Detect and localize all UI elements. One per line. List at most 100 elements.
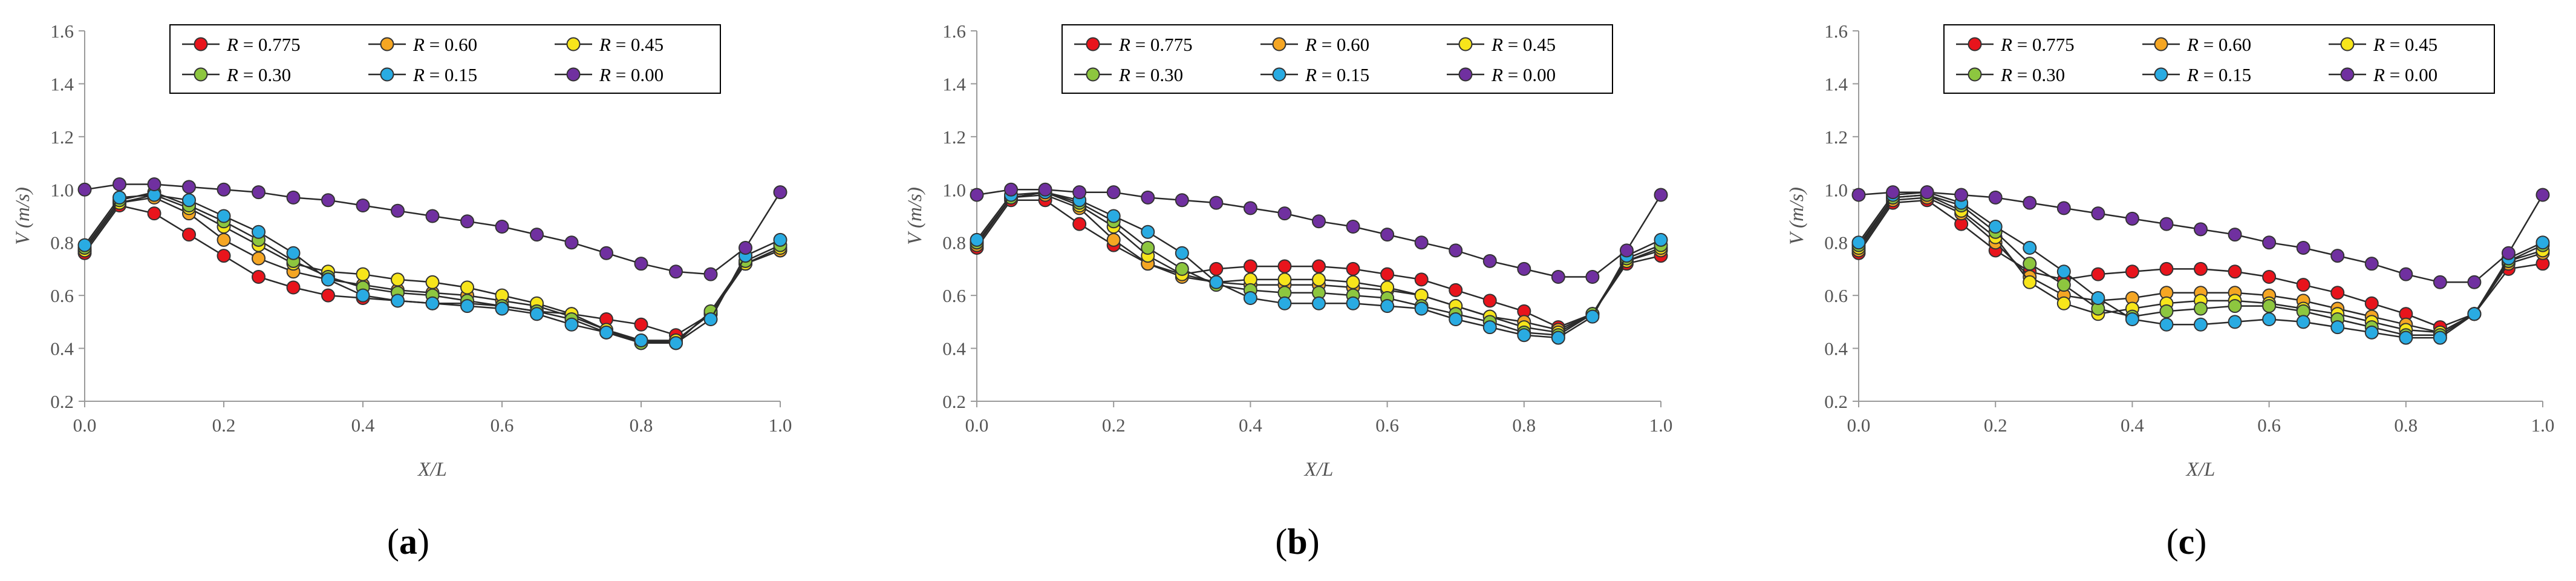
data-point: [1175, 246, 1189, 260]
data-point: [1346, 261, 1360, 276]
data-point: [2056, 278, 2071, 292]
data-point: [2125, 312, 2139, 326]
data-point: [1988, 190, 2003, 205]
data-point: [2535, 235, 2550, 250]
y-tick-label: 1.4: [1824, 73, 1848, 94]
legend-label: R = 0.775: [2000, 34, 2075, 55]
data-point: [2399, 267, 2413, 281]
data-point: [321, 288, 335, 303]
data-point: [1072, 217, 1087, 231]
data-point: [1072, 185, 1087, 200]
y-tick-label: 1.0: [1824, 179, 1848, 200]
data-point: [564, 235, 579, 250]
y-tick-label: 1.2: [50, 126, 74, 148]
data-point: [2433, 330, 2447, 345]
legend-item: R = 0.45: [555, 34, 664, 55]
data-point: [112, 177, 126, 192]
data-point: [1619, 243, 1634, 258]
data-point: [1209, 275, 1224, 289]
legend-label: R = 0.45: [1491, 34, 1556, 55]
data-point: [1312, 259, 1326, 274]
y-tick-label: 0.4: [1824, 338, 1848, 359]
data-point: [1551, 330, 1565, 345]
data-point: [2330, 320, 2345, 335]
data-point: [182, 228, 196, 242]
data-point: [182, 180, 196, 194]
legend-item: R = 0.30: [1956, 64, 2065, 85]
legend-item: R = 0.60: [1260, 34, 1369, 55]
legend-label: R = 0.00: [1491, 64, 1556, 85]
data-point: [2091, 206, 2105, 221]
data-point: [2159, 217, 2174, 231]
legend-item: R = 0.775: [1074, 34, 1193, 55]
data-point: [252, 225, 266, 239]
y-tick-label: 1.0: [50, 179, 74, 200]
data-point: [2056, 264, 2071, 279]
data-point: [1517, 261, 1531, 276]
data-point: [391, 203, 405, 218]
data-point: [1517, 328, 1531, 343]
data-point: [321, 272, 335, 287]
y-tick-label: 0.2: [50, 391, 74, 412]
legend-value: = 0.775: [2012, 34, 2075, 55]
data-point: [2262, 299, 2277, 313]
legend-item: R = 0.30: [1074, 64, 1183, 85]
data-point: [1482, 294, 1497, 308]
data-point: [356, 199, 370, 213]
data-point: [2296, 278, 2310, 292]
legend: R = 0.775 R = 0.60 R = 0.45R = 0.30 R = 0.1…: [1061, 24, 1613, 94]
data-point: [1243, 291, 1257, 306]
data-point: [356, 267, 370, 281]
legend-label: R = 0.60: [412, 34, 477, 55]
data-point: [2159, 304, 2174, 318]
legend-value: = 0.00: [1503, 64, 1556, 85]
data-point: [1654, 188, 1668, 202]
x-tick-label: 1.0: [2531, 415, 2555, 436]
data-point: [1449, 283, 1463, 297]
data-point: [1312, 272, 1326, 287]
data-point: [1243, 201, 1257, 215]
legend-label: R = 0.30: [2000, 64, 2065, 85]
data-point: [1141, 240, 1155, 255]
data-point: [2056, 201, 2071, 215]
x-axis-title: X/L: [2185, 459, 2216, 481]
legend-item: R = 0.45: [2329, 34, 2437, 55]
data-point: [2364, 296, 2379, 310]
data-point: [2194, 222, 2208, 237]
data-point: [773, 232, 787, 247]
legend-var: R: [1118, 64, 1130, 85]
data-point: [391, 272, 405, 287]
y-tick-label: 1.2: [1824, 126, 1848, 148]
legend-item: R = 0.15: [368, 64, 477, 85]
data-point: [2228, 299, 2242, 313]
legend-marker: [1086, 67, 1100, 82]
legend-box: [1061, 24, 1613, 94]
data-point: [460, 299, 474, 313]
data-point: [1346, 296, 1360, 310]
x-tick-label: 0.4: [2121, 415, 2144, 436]
data-point: [2125, 211, 2139, 226]
legend-value: = 0.45: [2385, 34, 2437, 55]
legend-value: = 0.30: [1130, 64, 1183, 85]
data-point: [634, 333, 648, 347]
legend-marker: [1458, 37, 1473, 51]
data-point: [599, 325, 613, 340]
legend: R = 0.775 R = 0.60 R = 0.45R = 0.30 R = 0.1…: [169, 24, 721, 94]
x-tick-label: 0.2: [212, 415, 236, 436]
data-point: [2091, 267, 2105, 281]
data-point: [1851, 235, 1866, 250]
data-point: [634, 257, 648, 271]
data-point: [1380, 267, 1395, 281]
data-point: [2159, 261, 2174, 276]
data-point: [321, 193, 335, 208]
data-point: [77, 238, 92, 252]
data-point: [703, 312, 718, 326]
data-point: [2194, 261, 2208, 276]
data-point: [147, 177, 161, 192]
data-point: [1954, 188, 1969, 202]
legend-label: R = 0.60: [2186, 34, 2251, 55]
data-point: [2023, 275, 2037, 289]
legend-value: = 0.775: [1130, 34, 1193, 55]
legend-label: R = 0.00: [599, 64, 664, 85]
